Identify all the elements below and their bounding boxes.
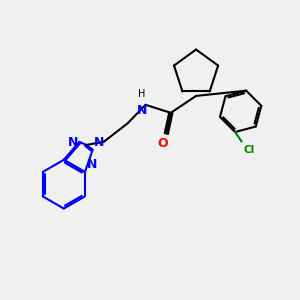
Text: N: N xyxy=(137,103,147,117)
Text: N: N xyxy=(94,136,104,148)
Text: O: O xyxy=(158,137,168,150)
Text: N: N xyxy=(87,158,98,170)
Text: H: H xyxy=(138,89,146,100)
Text: N: N xyxy=(68,136,78,149)
Text: Cl: Cl xyxy=(243,145,255,154)
